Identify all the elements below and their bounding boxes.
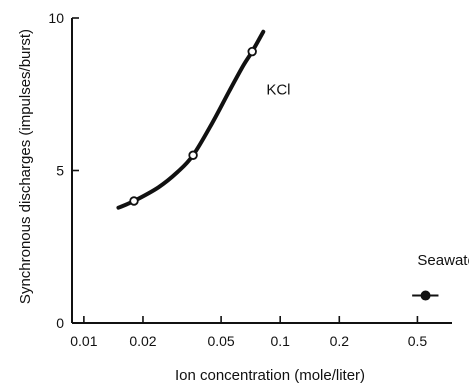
series-kcl: [116, 29, 266, 210]
x-tick-label: 0.1: [270, 333, 290, 349]
data-point: [129, 196, 139, 206]
data-point: [420, 290, 431, 301]
annotation-label: Seawater: [417, 252, 469, 269]
series-seawater: [412, 290, 439, 301]
x-tick-label: 0.02: [129, 333, 156, 349]
x-tick-label: 0.05: [207, 333, 234, 349]
y-tick-label: 10: [48, 10, 64, 26]
data-point: [188, 150, 198, 160]
ticks: 0.01 0.02 0.05 0.1 0.2 0.5 0 5 10: [48, 10, 427, 349]
axes: [71, 18, 452, 324]
x-tick-label: 0.2: [330, 333, 350, 349]
annotation-label: KCl: [266, 81, 290, 98]
kcl-curve: [116, 29, 266, 210]
series-layer: [116, 29, 439, 301]
data-point: [247, 46, 257, 57]
x-tick-label: 0.01: [70, 333, 97, 349]
y-tick-label: 0: [56, 315, 64, 331]
y-tick-label: 5: [56, 163, 64, 179]
y-axis-title: Synchronous discharges (impulses/burst): [17, 29, 34, 304]
annotation-layer: KCl Seawater: [266, 81, 469, 269]
x-tick-label: 0.5: [408, 333, 428, 349]
x-axis-title: Ion concentration (mole/liter): [175, 367, 365, 384]
